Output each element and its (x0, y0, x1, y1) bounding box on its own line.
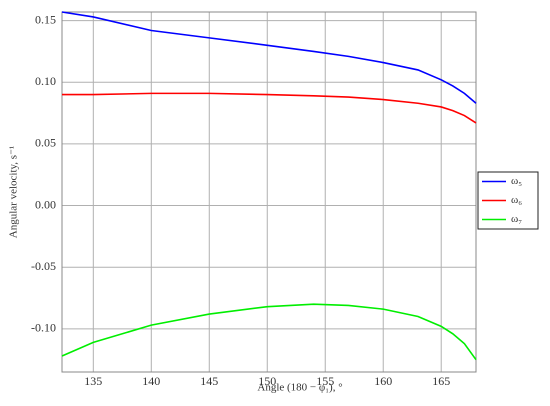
y-tick-label: -0.10 (31, 321, 56, 335)
y-tick-label: 0.05 (35, 136, 56, 150)
plot-frame (61, 11, 477, 373)
series-line (62, 92, 477, 124)
x-tick-label: 160 (374, 374, 392, 388)
y-tick-label: 0.00 (35, 197, 56, 211)
y-tick-label: 0.10 (35, 74, 56, 88)
x-tick-label: 135 (84, 374, 102, 388)
series-line (61, 11, 477, 104)
x-axis-label: Angle (180 − φ₁), ° (257, 382, 342, 394)
series-line (61, 303, 477, 361)
x-tick-label: 165 (432, 374, 450, 388)
y-tick-label: -0.05 (31, 259, 56, 273)
y-axis-label: Angular velocity, s⁻¹ (8, 146, 20, 238)
x-tick-label: 145 (200, 374, 218, 388)
legend-label: ω₆ (511, 194, 522, 206)
y-tick-label: 0.15 (35, 12, 56, 26)
legend-label: ω₅ (511, 175, 522, 187)
x-tick-label: 150 (258, 374, 276, 388)
x-tick-label: 155 (316, 374, 334, 388)
legend-label: ω₇ (511, 213, 522, 225)
x-tick-label: 140 (142, 374, 160, 388)
